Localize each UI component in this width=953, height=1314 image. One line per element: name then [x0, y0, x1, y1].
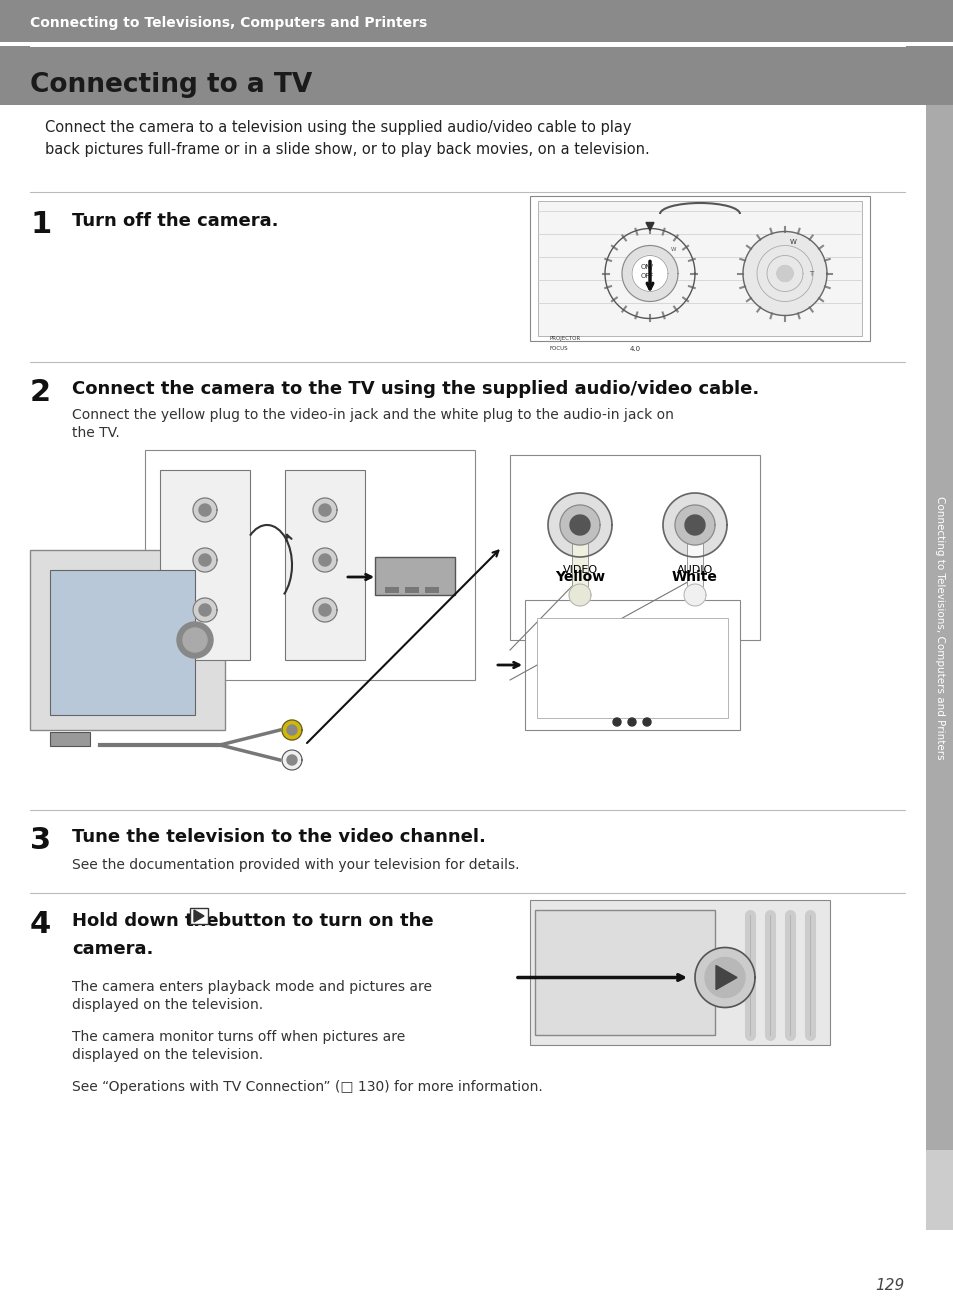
Polygon shape	[282, 750, 302, 770]
Polygon shape	[287, 756, 296, 765]
Text: Connecting to a TV: Connecting to a TV	[30, 72, 312, 99]
Text: OFF: OFF	[639, 273, 653, 280]
Polygon shape	[742, 231, 826, 315]
Bar	[375, 557, 455, 595]
Text: Connect the camera to a television using the supplied audio/video cable to play: Connect the camera to a television using…	[45, 120, 631, 135]
Text: The camera enters playback mode and pictures are: The camera enters playback mode and pict…	[71, 980, 432, 993]
Text: Connect the yellow plug to the video-in jack and the white plug to the audio-in : Connect the yellow plug to the video-in …	[71, 409, 673, 422]
Polygon shape	[684, 515, 704, 535]
Bar	[0, 0, 953, 42]
Polygon shape	[642, 717, 650, 727]
Bar	[160, 470, 250, 660]
Polygon shape	[547, 493, 612, 557]
Bar	[535, 911, 714, 1035]
Text: PROJECTOR: PROJECTOR	[550, 336, 580, 342]
Polygon shape	[559, 505, 599, 545]
Text: W: W	[671, 247, 676, 252]
Polygon shape	[318, 604, 331, 616]
Polygon shape	[662, 493, 726, 557]
Text: 4: 4	[30, 911, 51, 940]
Bar	[686, 535, 702, 590]
Bar	[925, 1150, 953, 1230]
Polygon shape	[318, 555, 331, 566]
Text: Hold down the: Hold down the	[71, 912, 225, 930]
Bar	[530, 196, 869, 342]
Text: camera.: camera.	[71, 940, 153, 958]
Bar	[190, 908, 208, 924]
Polygon shape	[704, 958, 744, 997]
Text: VIDEO: VIDEO	[562, 565, 597, 576]
Polygon shape	[193, 911, 204, 922]
Text: White: White	[671, 570, 718, 583]
Text: Turn off the camera.: Turn off the camera.	[71, 212, 278, 230]
Polygon shape	[683, 583, 705, 606]
Polygon shape	[177, 622, 213, 658]
Text: back pictures full-frame or in a slide show, or to play back movies, on a televi: back pictures full-frame or in a slide s…	[45, 142, 649, 156]
Bar	[145, 449, 475, 681]
Text: FOCUS: FOCUS	[550, 346, 568, 351]
Text: displayed on the television.: displayed on the television.	[71, 999, 263, 1012]
Bar	[285, 470, 365, 660]
Bar	[385, 587, 398, 593]
Text: Connecting to Televisions, Computers and Printers: Connecting to Televisions, Computers and…	[934, 495, 944, 759]
Polygon shape	[645, 222, 654, 230]
Polygon shape	[313, 548, 336, 572]
Text: 1: 1	[30, 210, 51, 239]
Text: Tune the television to the video channel.: Tune the television to the video channel…	[71, 828, 485, 846]
Text: See “Operations with TV Connection” (□ 130) for more information.: See “Operations with TV Connection” (□ 1…	[71, 1080, 542, 1095]
Bar	[30, 551, 225, 731]
Bar	[405, 587, 418, 593]
Polygon shape	[695, 947, 754, 1008]
Text: W: W	[789, 239, 796, 244]
Polygon shape	[193, 548, 216, 572]
Text: the TV.: the TV.	[71, 426, 120, 440]
Text: The camera monitor turns off when pictures are: The camera monitor turns off when pictur…	[71, 1030, 405, 1045]
Bar	[537, 201, 862, 336]
Polygon shape	[193, 498, 216, 522]
Bar	[524, 600, 740, 731]
Text: Yellow: Yellow	[555, 570, 604, 583]
Polygon shape	[627, 717, 636, 727]
Polygon shape	[183, 628, 207, 652]
Bar	[0, 46, 953, 105]
Bar	[510, 455, 760, 640]
Bar	[530, 900, 829, 1045]
Bar	[925, 105, 953, 1230]
Text: T: T	[808, 271, 812, 276]
Polygon shape	[613, 717, 620, 727]
Polygon shape	[675, 505, 714, 545]
Text: 4.0: 4.0	[629, 346, 640, 352]
Polygon shape	[199, 604, 211, 616]
Text: 2: 2	[30, 378, 51, 407]
Polygon shape	[621, 246, 678, 301]
Text: button to turn on the: button to turn on the	[212, 912, 434, 930]
Polygon shape	[313, 498, 336, 522]
Bar	[537, 618, 727, 717]
Bar	[424, 587, 438, 593]
Text: See the documentation provided with your television for details.: See the documentation provided with your…	[71, 858, 519, 872]
Text: 129: 129	[875, 1277, 904, 1293]
Polygon shape	[568, 583, 590, 606]
Text: AUDIO: AUDIO	[677, 565, 713, 576]
Bar	[50, 732, 90, 746]
Polygon shape	[193, 598, 216, 622]
Text: Connecting to Televisions, Computers and Printers: Connecting to Televisions, Computers and…	[30, 16, 427, 30]
Polygon shape	[313, 598, 336, 622]
Polygon shape	[282, 720, 302, 740]
Text: displayed on the television.: displayed on the television.	[71, 1049, 263, 1062]
Text: Connect the camera to the TV using the supplied audio/video cable.: Connect the camera to the TV using the s…	[71, 380, 759, 398]
Text: ON/: ON/	[639, 264, 653, 271]
Text: 3: 3	[30, 827, 51, 855]
Polygon shape	[716, 966, 737, 989]
Polygon shape	[631, 255, 667, 292]
Polygon shape	[287, 725, 296, 735]
Bar	[50, 570, 194, 715]
Polygon shape	[776, 265, 792, 281]
Polygon shape	[199, 505, 211, 516]
Polygon shape	[318, 505, 331, 516]
Bar	[572, 535, 587, 590]
Polygon shape	[199, 555, 211, 566]
Polygon shape	[569, 515, 589, 535]
